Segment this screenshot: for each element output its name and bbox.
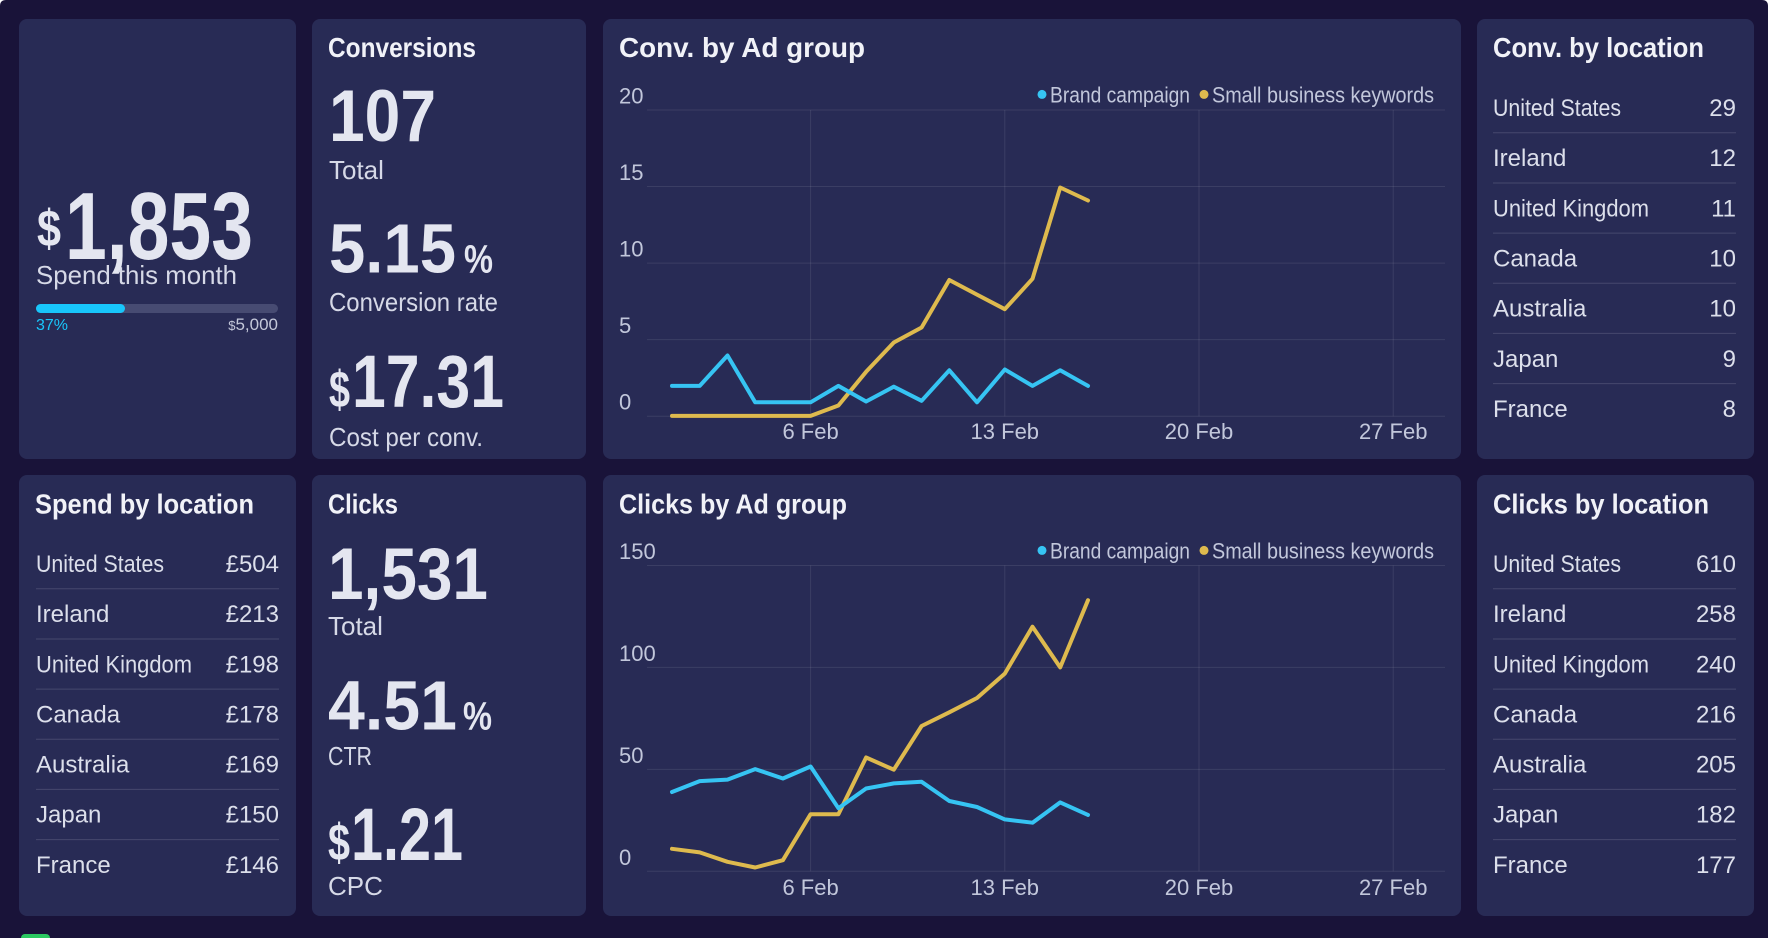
- svg-text:1.21: 1.21: [351, 793, 463, 876]
- svg-text:17.31: 17.31: [352, 340, 504, 423]
- svg-text:Australia: Australia: [1493, 296, 1587, 323]
- svg-text:20: 20: [619, 84, 643, 109]
- svg-text:240: 240: [1696, 651, 1736, 678]
- svg-text:27 Feb: 27 Feb: [1359, 875, 1428, 900]
- svg-text:10: 10: [619, 237, 643, 262]
- svg-text:£169: £169: [226, 752, 279, 779]
- svg-text:United States: United States: [36, 551, 164, 578]
- svg-text:United States: United States: [1493, 551, 1621, 578]
- svg-text:Small business keywords: Small business keywords: [1212, 83, 1434, 108]
- svg-text:37%: 37%: [36, 317, 68, 334]
- svg-text:Conv. by location: Conv. by location: [1493, 32, 1704, 63]
- svg-text:8: 8: [1723, 396, 1736, 423]
- svg-text:Ireland: Ireland: [1493, 601, 1566, 628]
- svg-text:15: 15: [619, 160, 643, 185]
- svg-text:0: 0: [619, 390, 631, 415]
- svg-text:Small business keywords: Small business keywords: [1212, 539, 1434, 564]
- svg-text:United Kingdom: United Kingdom: [36, 651, 192, 678]
- svg-text:Canada: Canada: [1493, 245, 1578, 272]
- svg-text:Spend by location: Spend by location: [35, 489, 254, 520]
- svg-text:£198: £198: [226, 651, 279, 678]
- svg-text:10: 10: [1709, 296, 1736, 323]
- svg-text:Spend this month: Spend this month: [36, 260, 237, 290]
- svg-text:258: 258: [1696, 601, 1736, 628]
- svg-text:205: 205: [1696, 752, 1736, 779]
- svg-text:Clicks by Ad group: Clicks by Ad group: [619, 489, 847, 520]
- svg-text:£178: £178: [226, 702, 279, 729]
- svg-text:£213: £213: [226, 601, 279, 628]
- svg-text:12: 12: [1709, 145, 1736, 172]
- svg-text:Clicks by location: Clicks by location: [1493, 489, 1709, 520]
- svg-text:Cost per conv.: Cost per conv.: [329, 422, 483, 452]
- svg-text:Conv. by Ad group: Conv. by Ad group: [619, 32, 865, 63]
- svg-text:1,853: 1,853: [65, 173, 253, 280]
- svg-text:Japan: Japan: [1493, 802, 1558, 829]
- svg-text:50: 50: [619, 743, 643, 768]
- svg-text:£504: £504: [226, 551, 279, 578]
- svg-text:Ireland: Ireland: [1493, 145, 1566, 172]
- svg-text:9: 9: [1723, 346, 1736, 373]
- svg-text:$: $: [37, 200, 61, 258]
- svg-text:182: 182: [1696, 802, 1736, 829]
- svg-text:150: 150: [619, 539, 656, 564]
- svg-text:4.51: 4.51: [328, 667, 457, 745]
- svg-text:Canada: Canada: [36, 702, 121, 729]
- svg-text:Japan: Japan: [36, 802, 101, 829]
- svg-text:$: $: [328, 814, 350, 872]
- svg-text:100: 100: [619, 641, 656, 666]
- svg-text:5.15: 5.15: [329, 210, 456, 288]
- svg-text:France: France: [1493, 396, 1568, 423]
- svg-text:216: 216: [1696, 702, 1736, 729]
- svg-text:Australia: Australia: [1493, 752, 1587, 779]
- svg-text:6 Feb: 6 Feb: [782, 419, 838, 444]
- svg-text:Conversion rate: Conversion rate: [329, 287, 498, 317]
- svg-text:$5,000: $5,000: [228, 315, 278, 334]
- svg-text:10: 10: [1709, 245, 1736, 272]
- svg-text:177: 177: [1696, 852, 1736, 879]
- svg-text:5: 5: [619, 313, 631, 338]
- svg-text:$: $: [329, 361, 350, 419]
- svg-text:Ireland: Ireland: [36, 601, 109, 628]
- svg-text:Japan: Japan: [1493, 346, 1558, 373]
- svg-text:6 Feb: 6 Feb: [782, 875, 838, 900]
- svg-text:%: %: [463, 695, 492, 739]
- svg-text:France: France: [36, 852, 111, 879]
- svg-text:United States: United States: [1493, 95, 1621, 122]
- svg-text:Australia: Australia: [36, 752, 130, 779]
- svg-text:£146: £146: [226, 852, 279, 879]
- svg-text:Conversions: Conversions: [328, 32, 476, 63]
- svg-text:Clicks: Clicks: [328, 489, 398, 520]
- svg-text:20 Feb: 20 Feb: [1165, 419, 1234, 444]
- svg-text:United Kingdom: United Kingdom: [1493, 651, 1649, 678]
- svg-text:0: 0: [619, 845, 631, 870]
- svg-text:29: 29: [1709, 95, 1736, 122]
- svg-text:CPC: CPC: [328, 871, 383, 901]
- svg-text:Brand campaign: Brand campaign: [1050, 539, 1190, 564]
- svg-text:20 Feb: 20 Feb: [1165, 875, 1234, 900]
- svg-text:1,531: 1,531: [328, 534, 488, 615]
- svg-text:Total: Total: [329, 155, 384, 185]
- svg-text:%: %: [464, 238, 493, 282]
- svg-text:Total: Total: [328, 611, 383, 641]
- svg-text:13 Feb: 13 Feb: [971, 419, 1040, 444]
- svg-text:France: France: [1493, 852, 1568, 879]
- svg-text:27 Feb: 27 Feb: [1359, 419, 1428, 444]
- svg-text:CTR: CTR: [328, 741, 372, 771]
- svg-text:£150: £150: [226, 802, 279, 829]
- svg-text:Canada: Canada: [1493, 702, 1578, 729]
- svg-text:Brand campaign: Brand campaign: [1050, 83, 1190, 108]
- svg-text:11: 11: [1711, 195, 1736, 222]
- svg-text:610: 610: [1696, 551, 1736, 578]
- svg-text:13 Feb: 13 Feb: [971, 875, 1040, 900]
- svg-text:107: 107: [329, 76, 436, 157]
- svg-text:United Kingdom: United Kingdom: [1493, 195, 1649, 222]
